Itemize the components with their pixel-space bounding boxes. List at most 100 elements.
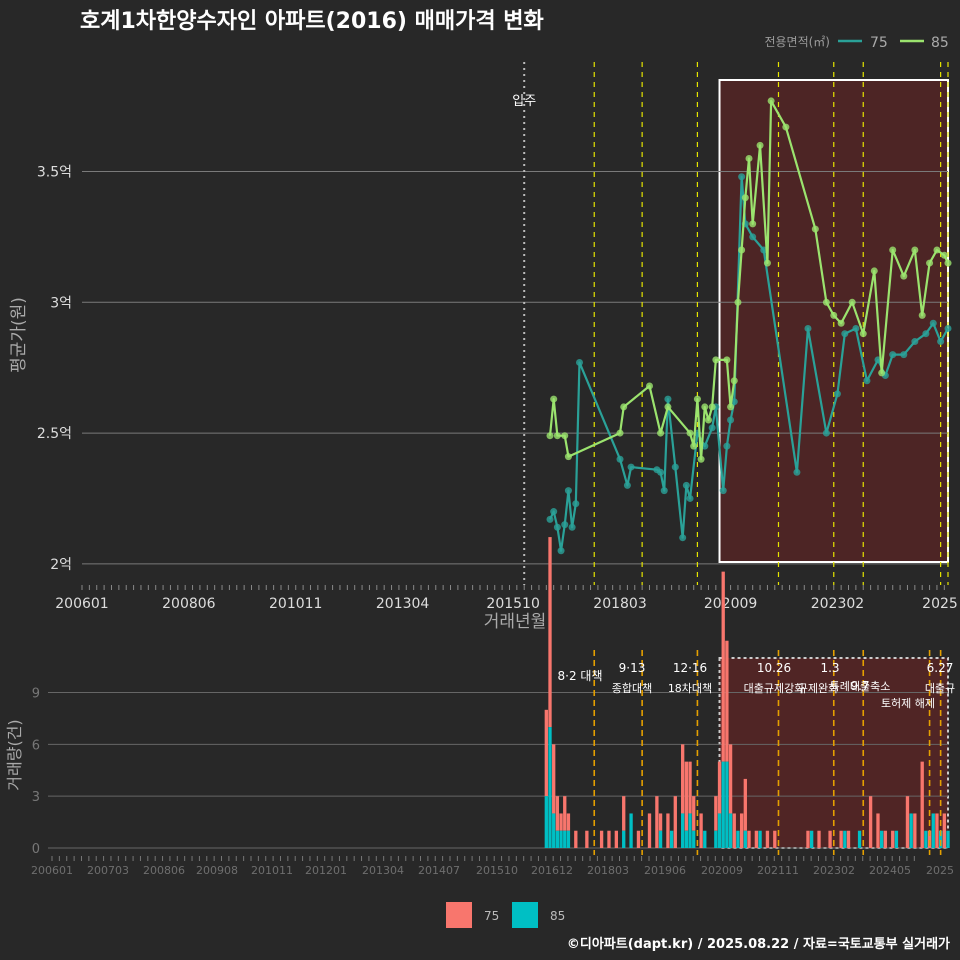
data-point-85 (561, 432, 569, 440)
data-point-85 (686, 429, 694, 437)
policy-name-label: 토허제 해제 (881, 696, 935, 710)
policy-name-label: 규제완화 (798, 682, 838, 695)
bar-85 (946, 830, 950, 848)
bottom-x-tick-label: 201201 (305, 864, 347, 877)
bar-75 (599, 830, 604, 848)
bottom-x-tick-label: 202405 (869, 864, 911, 877)
data-point-75 (682, 481, 690, 489)
bar-75 (747, 830, 751, 848)
bar-85 (743, 830, 747, 848)
data-point-75 (557, 547, 565, 555)
bar-75 (699, 813, 703, 848)
bar-85 (857, 830, 862, 848)
data-point-85 (564, 453, 572, 461)
bar-75 (684, 761, 689, 831)
data-point-75 (749, 233, 757, 241)
bar-75 (846, 830, 851, 848)
x-tick-label: 202009 (704, 596, 757, 612)
data-point-85 (646, 382, 654, 390)
bar-85 (552, 813, 556, 848)
data-point-75 (900, 351, 908, 359)
bottom-y-tick-label: 3 (32, 790, 40, 805)
data-point-75 (911, 338, 919, 346)
legend-swatch-75 (446, 902, 472, 928)
data-point-85 (730, 377, 738, 385)
data-point-85 (723, 356, 731, 364)
bar-85 (938, 830, 943, 848)
bar-75 (555, 796, 560, 831)
bar-85 (566, 830, 571, 848)
bar-85 (658, 830, 663, 848)
bar-75 (658, 813, 663, 831)
bar-75 (714, 796, 718, 831)
bar-75 (636, 830, 641, 848)
legend-label-75: 75 (870, 35, 888, 51)
bar-75 (688, 761, 692, 814)
data-point-85 (926, 259, 934, 267)
bottom-y-tick-label: 0 (32, 842, 40, 857)
bar-85 (703, 830, 707, 848)
bar-75 (868, 796, 873, 848)
y-tick-label: 3억 (50, 295, 72, 311)
bar-85 (714, 830, 718, 848)
bottom-x-tick-label: 201803 (587, 864, 629, 877)
data-point-75 (804, 324, 812, 332)
bar-85 (880, 830, 884, 848)
x-tick-label: 201011 (269, 596, 322, 612)
bar-75 (920, 761, 924, 848)
x-tick-label: 200806 (162, 596, 216, 612)
bar-75 (817, 830, 821, 848)
bar-75 (563, 796, 567, 831)
data-point-75 (671, 463, 679, 471)
data-point-85 (553, 432, 561, 440)
y-tick-label: 2억 (50, 557, 72, 573)
data-point-75 (944, 324, 952, 332)
bar-85 (721, 761, 725, 848)
bar-75 (552, 744, 556, 814)
data-point-85 (870, 267, 878, 275)
bottom-x-tick-label: 201407 (418, 864, 460, 877)
bar-85 (629, 813, 633, 848)
series-line-85 (548, 99, 949, 461)
data-point-85 (697, 455, 705, 463)
policy-date-label: 12·16 (673, 661, 707, 675)
bar-85 (924, 830, 928, 848)
data-point-85 (911, 246, 919, 254)
bar-85 (931, 813, 935, 848)
bottom-legend: 75 85 (446, 902, 565, 928)
bar-75 (559, 813, 563, 831)
data-point-85 (944, 259, 952, 267)
data-point-85 (620, 403, 628, 411)
bar-75 (566, 813, 571, 831)
x-axis-label: 거래년월 (484, 612, 547, 632)
bar-85 (548, 727, 552, 848)
bar-75 (717, 761, 722, 814)
data-point-75 (723, 442, 731, 450)
bar-85 (669, 830, 674, 848)
x-tick-label: 201803 (593, 596, 646, 612)
move-in-label: 입주 (512, 94, 536, 109)
data-point-85 (763, 259, 771, 267)
y-tick-label: 2.5억 (37, 426, 72, 442)
bottom-x-tick-label: 202302 (813, 864, 855, 877)
bar-85 (894, 830, 899, 848)
data-point-85 (933, 246, 941, 254)
bar-75 (728, 744, 733, 814)
legend-swatch-85 (512, 902, 538, 928)
bar-75 (739, 813, 744, 848)
data-point-85 (782, 123, 790, 131)
bottom-y-tick-label: 9 (32, 687, 40, 702)
data-point-75 (657, 468, 665, 476)
data-point-85 (940, 251, 948, 259)
volume-panel: 0 3 6 9 8·2 대책 9·13 종합대책 12·16 18차대책 10.26 대출규제강화 1… (5, 537, 955, 877)
data-point-75 (561, 521, 569, 529)
bar-75 (927, 830, 932, 848)
data-point-85 (822, 298, 830, 306)
bottom-x-tick-label: 200703 (87, 864, 129, 877)
data-point-85 (741, 194, 749, 202)
data-point-85 (837, 319, 845, 327)
y-axis-label: 평균가(원) (9, 297, 29, 373)
y-tick-label: 3.5억 (37, 165, 72, 181)
bar-75 (732, 813, 736, 848)
bar-75 (883, 830, 888, 848)
